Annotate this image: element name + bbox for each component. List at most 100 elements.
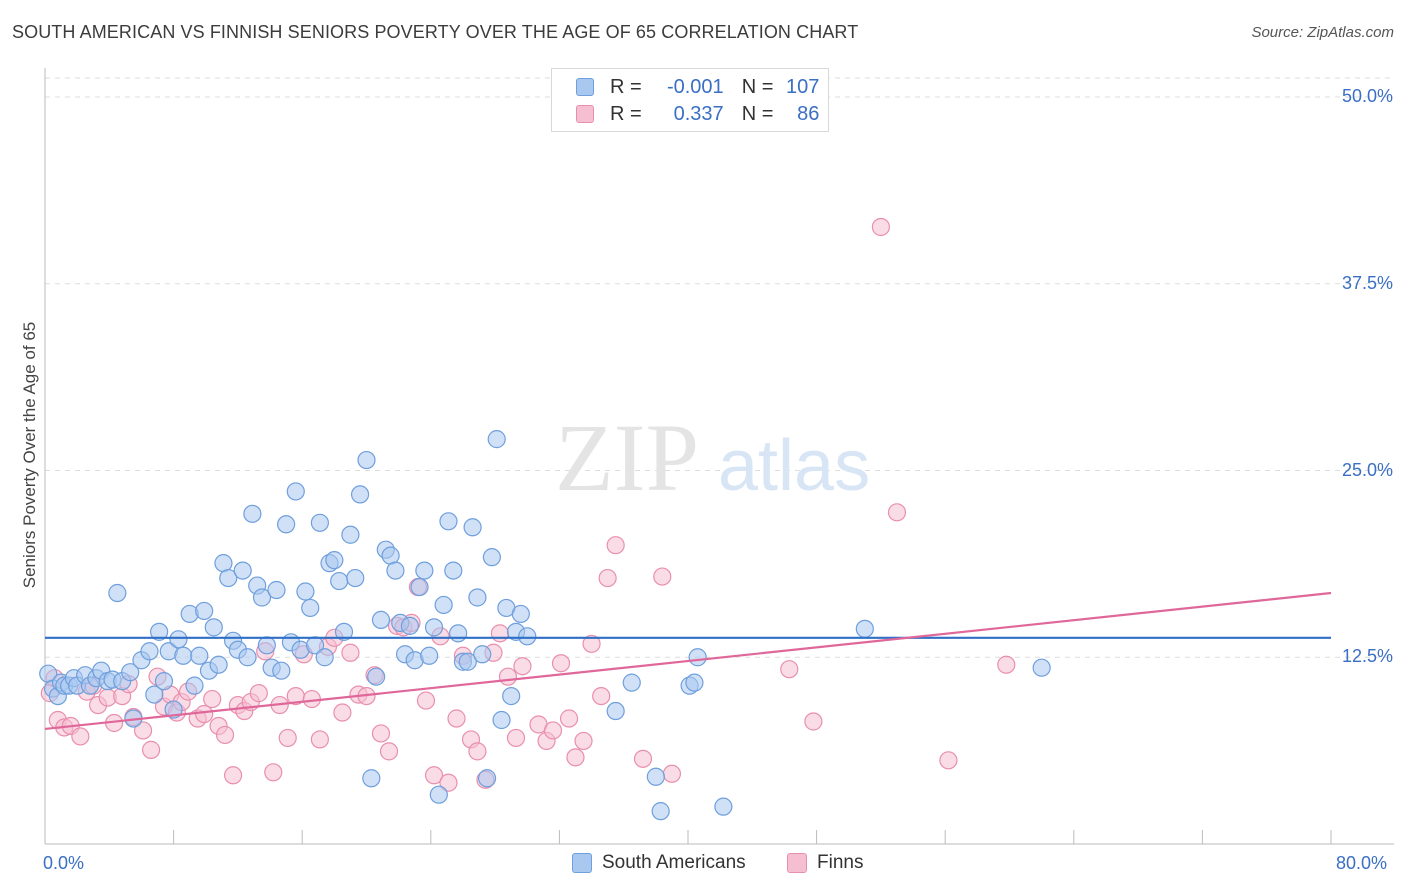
south-americans-point (164, 700, 183, 719)
finns-point (551, 654, 571, 673)
south-americans-point (429, 785, 448, 804)
axes (44, 68, 1394, 845)
south-americans-point (267, 580, 286, 600)
south-americans-point (350, 485, 370, 504)
finns-point (804, 712, 823, 731)
south-americans-point (477, 769, 497, 788)
finns-point (513, 657, 532, 676)
south-americans-point (622, 673, 641, 692)
finns-point (249, 684, 268, 703)
legend-label-finns: Finns (817, 852, 864, 873)
south-americans-point (424, 618, 444, 637)
legend-row-south-americans: R = -0.001 N = 107 (576, 75, 819, 99)
legend-r-value: -0.001 (666, 75, 724, 98)
finns-point (223, 766, 243, 785)
south-americans-point (357, 450, 376, 470)
south-americans-point (371, 610, 391, 630)
south-americans-point (346, 568, 365, 588)
south-americans-point (296, 582, 315, 601)
south-americans-point (121, 663, 140, 682)
finns-point (416, 691, 436, 710)
south-americans-point (315, 648, 334, 667)
south-americans-point (444, 561, 463, 580)
south-americans-point (463, 518, 482, 537)
finns-point (653, 567, 672, 586)
south-americans-point (410, 577, 429, 597)
chart-title: SOUTH AMERICAN VS FINNISH SENIORS POVERT… (12, 22, 859, 42)
legend-item-south-americans: South Americans (572, 852, 746, 874)
south-americans-point (714, 797, 733, 816)
finns-point (598, 568, 617, 588)
legend-item-finns: Finns (787, 852, 863, 874)
finns-point (341, 643, 360, 662)
y-tick-label: 37.5% (1341, 272, 1393, 293)
south-americans-point (482, 548, 501, 567)
south-americans-point (651, 802, 670, 821)
south-americans-point (511, 604, 530, 624)
south-americans-point (252, 588, 272, 607)
south-americans-point (272, 661, 291, 680)
south-americans-point (185, 676, 204, 695)
finns-point (371, 724, 391, 743)
south-americans-point (473, 645, 492, 664)
south-americans-point (420, 646, 439, 665)
south-americans-point (334, 622, 354, 641)
south-americans-point (169, 630, 188, 649)
finns-point (574, 731, 593, 751)
finns-point (468, 742, 487, 761)
south-americans-point (487, 430, 506, 449)
y-tick-label: 50.0% (1341, 86, 1393, 106)
south-americans-point (415, 561, 434, 580)
series-legend: South Americans Finns (0, 852, 1406, 878)
legend-n-label: N = (741, 102, 774, 125)
south-americans-point (277, 515, 296, 534)
finns-point (939, 751, 958, 770)
south-americans-point (174, 646, 193, 665)
south-americans-point (140, 642, 159, 661)
swatch-finns (787, 853, 807, 873)
south-americans-point (458, 652, 477, 671)
south-americans-point (685, 673, 704, 692)
y-tick-label: 12.5% (1341, 646, 1393, 667)
y-axis-label: Seniors Poverty Over the Age of 65 (20, 321, 39, 589)
finns-point (447, 709, 466, 728)
finns-point (264, 763, 283, 782)
finns-point (203, 689, 222, 709)
south-americans-points (39, 430, 1051, 821)
south-americans-point (190, 646, 209, 665)
finns-point (498, 667, 518, 686)
legend-swatch-blue (576, 78, 594, 96)
finns-point (195, 704, 214, 724)
finns-point (424, 766, 444, 785)
correlation-legend: R = -0.001 N = 107 R = 0.337 N = 86 (551, 68, 829, 132)
watermark-zip: ZIP (555, 404, 699, 511)
finns-point (780, 660, 799, 679)
south-americans-point (367, 667, 386, 686)
south-americans-point (310, 513, 329, 532)
finns-point (997, 655, 1016, 674)
finns-point (133, 721, 153, 740)
south-americans-point (233, 561, 252, 580)
legend-label-south-americans: South Americans (602, 852, 746, 873)
south-americans-point (606, 701, 625, 721)
finns-point (439, 773, 458, 792)
legend-row-finns: R = 0.337 N = 86 (576, 102, 819, 126)
watermark-atlas: atlas (718, 426, 870, 506)
finns-point (592, 686, 611, 706)
finns-point (506, 728, 526, 748)
x-tick-label-min: 0.0% (43, 853, 85, 873)
south-americans-point (257, 636, 276, 655)
legend-n-value: 107 (786, 75, 820, 98)
south-americans-point (449, 624, 468, 643)
finns-point (141, 740, 161, 759)
finns-point (310, 730, 329, 749)
finns-point (490, 624, 510, 643)
legend-r-label: R = (610, 75, 642, 98)
south-americans-point (502, 686, 521, 706)
south-americans-point (286, 482, 305, 501)
finns-point (559, 709, 579, 728)
finns-point (582, 634, 601, 653)
south-americans-point (341, 525, 360, 544)
finns-point (278, 728, 297, 748)
